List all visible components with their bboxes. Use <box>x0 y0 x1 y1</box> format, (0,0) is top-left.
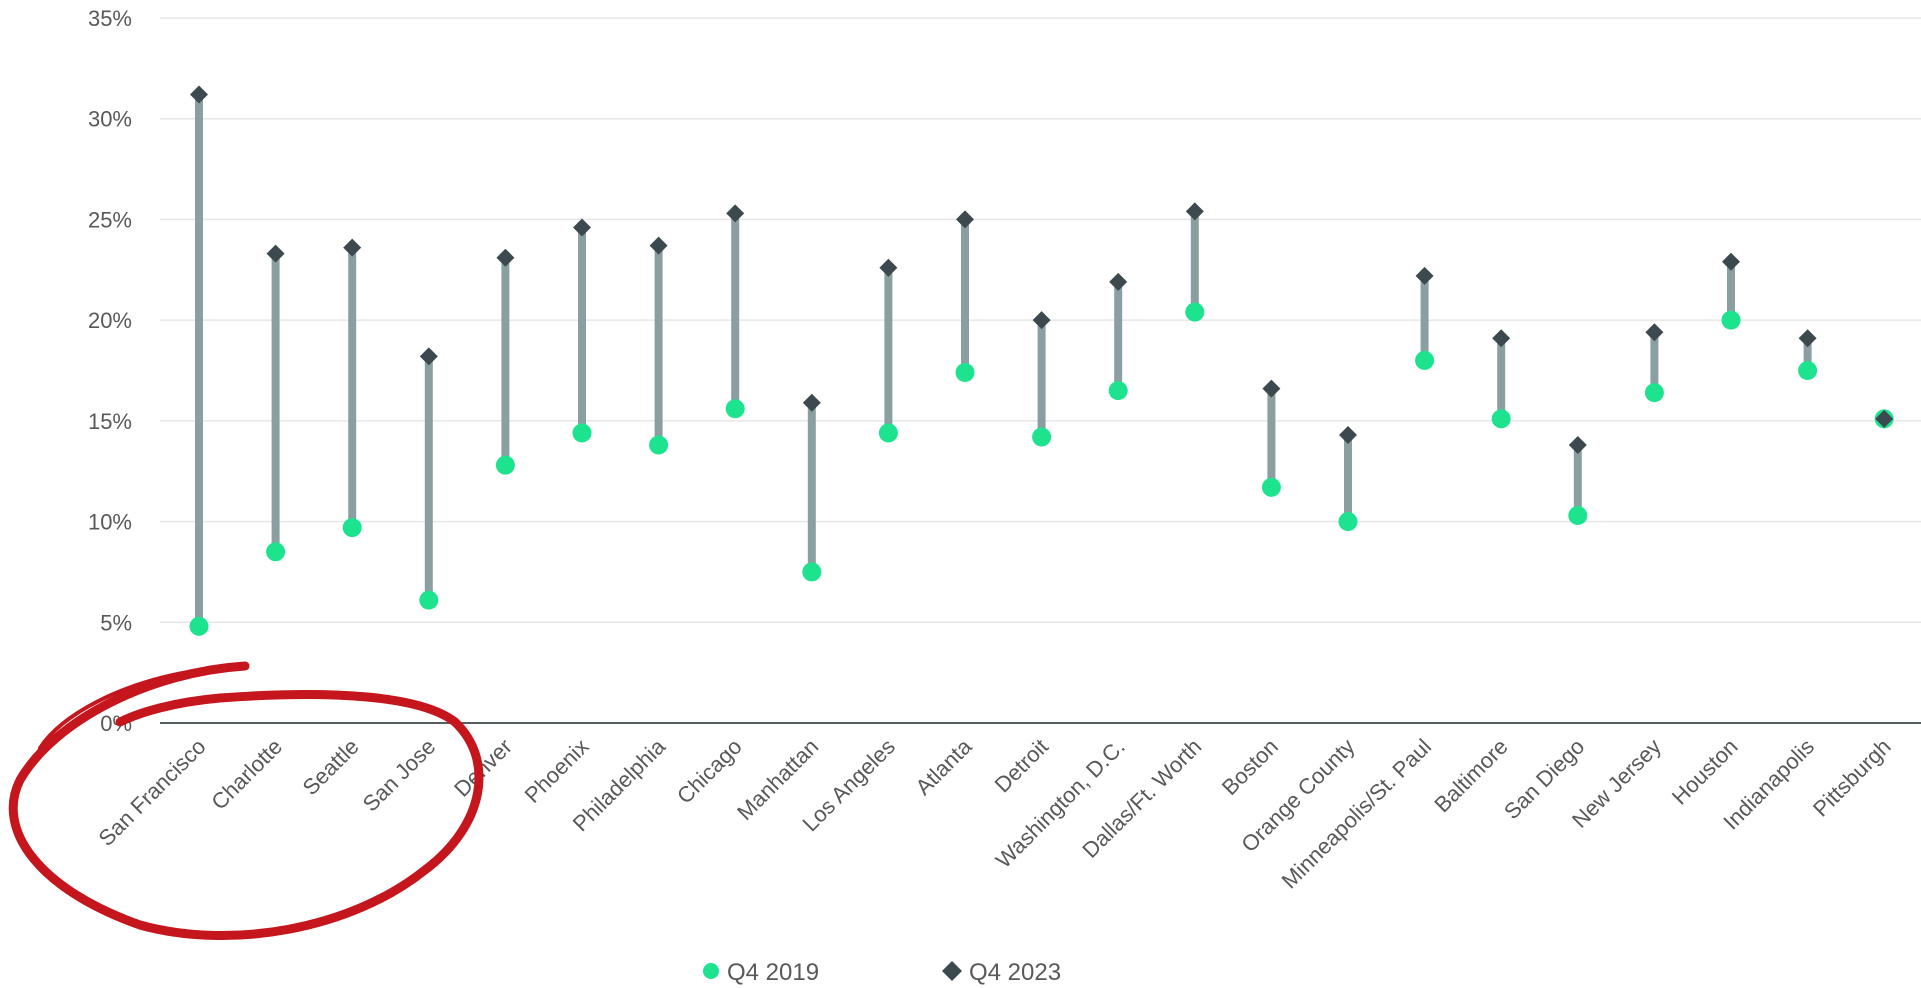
point-q4-2023 <box>1722 252 1740 271</box>
point-q4-2019 <box>1568 506 1588 526</box>
x-tick-label: Atlanta <box>910 733 977 800</box>
y-tick-label: 10% <box>88 510 132 535</box>
x-tick-label: Denver <box>449 734 517 802</box>
point-q4-2019 <box>1261 477 1281 497</box>
x-tick-label: San Francisco <box>93 734 210 851</box>
point-q4-2019 <box>495 455 515 475</box>
x-tick-label: Phoenix <box>520 734 594 808</box>
point-q4-2019 <box>725 399 745 419</box>
point-q4-2023 <box>649 236 668 255</box>
point-q4-2019 <box>802 562 822 582</box>
y-tick-label: 15% <box>88 409 132 434</box>
x-tick-label: Boston <box>1217 734 1283 800</box>
point-q4-2019 <box>419 590 439 610</box>
point-q4-2023 <box>419 347 438 366</box>
x-tick-label: Charlotte <box>206 734 287 815</box>
y-tick-label: 25% <box>88 207 132 232</box>
x-tick-label: Detroit <box>990 734 1053 797</box>
point-q4-2019 <box>1721 310 1741 330</box>
point-q4-2019 <box>572 423 592 443</box>
x-tick-label: Washington, D.C. <box>991 734 1130 873</box>
y-tick-label: 20% <box>88 308 132 333</box>
point-q4-2023 <box>1568 436 1587 455</box>
point-q4-2019 <box>955 363 975 383</box>
legend: Q4 2019 Q4 2023 <box>703 959 1061 986</box>
point-q4-2023 <box>1339 425 1357 444</box>
x-tick-label: Seattle <box>298 734 364 800</box>
point-q4-2019 <box>342 518 362 538</box>
point-q4-2023 <box>573 218 591 237</box>
x-tick-label: Chicago <box>672 734 747 809</box>
point-q4-2023 <box>956 210 974 229</box>
point-q4-2019 <box>1415 350 1435 370</box>
markers <box>189 85 1894 636</box>
legend-marker-q4-2019 <box>703 963 719 979</box>
x-tick-label: Pittsburgh <box>1808 734 1896 822</box>
point-q4-2023 <box>1875 409 1894 428</box>
point-q4-2019 <box>1491 409 1511 429</box>
point-q4-2023 <box>496 248 515 267</box>
point-q4-2019 <box>1108 381 1128 401</box>
point-q4-2019 <box>649 435 669 455</box>
point-q4-2023 <box>802 393 821 412</box>
point-q4-2023 <box>343 238 362 257</box>
x-tick-label: Minneapolis/St. Paul <box>1277 734 1436 893</box>
point-q4-2023 <box>879 258 898 277</box>
point-q4-2023 <box>1415 266 1434 285</box>
point-q4-2019 <box>1798 361 1818 380</box>
y-axis-ticks: 0%5%10%15%20%25%30%35% <box>88 6 132 736</box>
point-q4-2023 <box>266 244 285 263</box>
legend-label-q4-2023: Q4 2023 <box>969 959 1061 986</box>
point-q4-2019 <box>1338 512 1358 532</box>
point-q4-2023 <box>1109 272 1128 291</box>
point-q4-2019 <box>1032 427 1052 447</box>
red-circle-annotation <box>8 661 484 941</box>
point-q4-2019 <box>878 423 898 443</box>
point-q4-2019 <box>1644 383 1664 403</box>
point-q4-2023 <box>1798 329 1817 348</box>
point-q4-2023 <box>190 85 208 104</box>
point-q4-2023 <box>1185 202 1204 221</box>
point-q4-2023 <box>1492 329 1511 348</box>
point-q4-2019 <box>266 542 286 562</box>
connectors <box>195 94 1812 627</box>
x-tick-label: Houston <box>1667 734 1743 810</box>
y-tick-label: 30% <box>88 107 132 132</box>
point-q4-2023 <box>1645 323 1664 342</box>
legend-marker-q4-2023 <box>942 961 962 981</box>
point-q4-2019 <box>189 616 209 636</box>
y-tick-label: 35% <box>88 6 132 31</box>
point-q4-2023 <box>726 204 745 223</box>
x-tick-label: San Jose <box>358 734 441 817</box>
point-q4-2019 <box>1185 302 1205 322</box>
legend-label-q4-2019: Q4 2019 <box>727 959 819 986</box>
point-q4-2023 <box>1032 311 1051 330</box>
y-tick-label: 5% <box>100 610 132 635</box>
point-q4-2023 <box>1262 379 1281 398</box>
